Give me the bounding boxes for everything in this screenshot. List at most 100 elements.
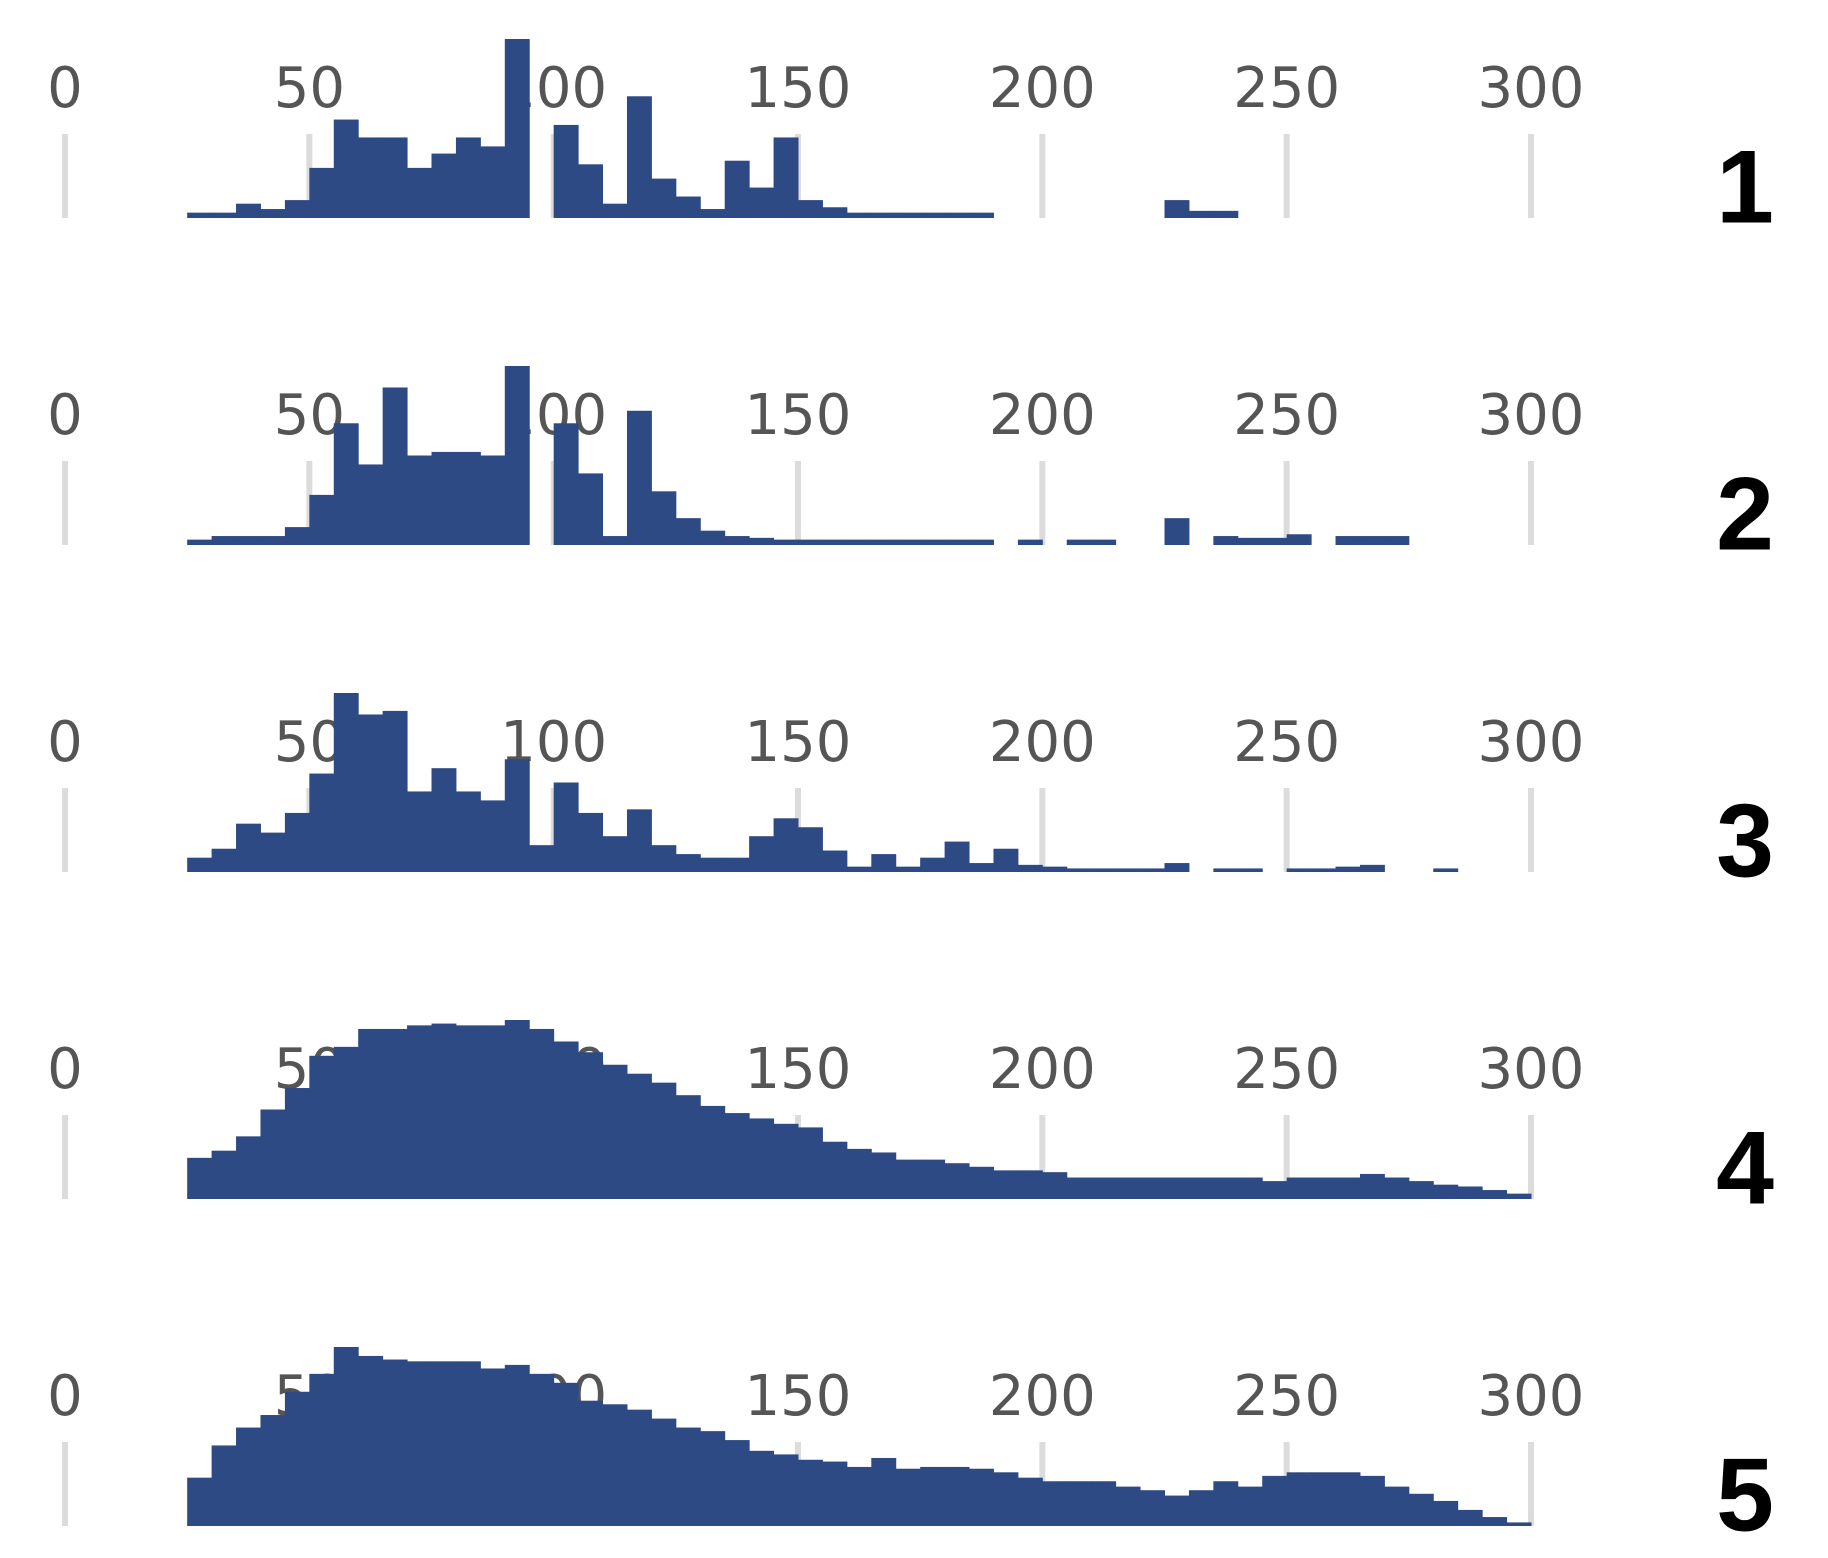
panel-label: 2 [1716,456,1774,572]
histogram-bar [993,1472,1019,1526]
histogram-bar [773,818,799,872]
histogram-bar [846,539,872,545]
histogram-bar [675,518,701,545]
histogram-bar [1091,868,1117,872]
histogram-bar [333,1347,359,1526]
histogram-bar [749,836,775,872]
histogram-bar [1482,1517,1508,1526]
histogram-bar [480,1025,506,1199]
histogram-bar [1164,200,1190,218]
histogram-bar [1433,1184,1459,1199]
histogram-bar [529,1373,555,1526]
histogram-bar [1115,1486,1141,1526]
histogram-bar [1262,537,1288,545]
histogram-bar [651,845,677,872]
x-tick-label: 0 [47,710,83,775]
histogram-bar [700,857,726,872]
histogram-bar [675,854,701,872]
histogram-bar [284,200,310,218]
histogram-bar [1042,866,1068,872]
histogram-bar [382,387,408,545]
histogram-bar [260,209,286,218]
histogram-bar [626,410,652,545]
x-tick-label: 200 [989,1037,1096,1102]
histogram-bar [920,539,946,545]
histogram-bar [553,1382,579,1526]
histogram-bar [1237,1177,1263,1199]
histogram-bar [846,1466,872,1526]
histogram-bar [846,866,872,872]
histogram-bar [1164,1177,1190,1199]
histogram-bar [529,1028,555,1199]
histogram-bar [1384,1486,1410,1526]
x-tick-label: 300 [1478,710,1585,775]
histogram-bar [798,200,823,218]
histogram-bar [504,1020,530,1199]
histogram-bar [1017,1477,1043,1526]
x-tick-label: 250 [1233,1364,1340,1429]
histogram-bar [773,137,799,218]
histogram-bar [920,212,946,218]
histogram-bar [1359,536,1385,545]
histogram-bar [920,1466,946,1526]
histogram-bar [1188,1177,1214,1199]
histogram-bar [1213,210,1239,218]
histogram-bar [1359,864,1385,872]
panel-label: 4 [1716,1110,1774,1226]
histogram-bar [871,1457,897,1526]
histogram-bar [1066,868,1092,872]
histogram-bar [822,850,848,872]
histogram-bar [798,1459,823,1526]
histogram-bar [798,827,823,872]
x-tick-label: 0 [47,1364,83,1429]
histogram-bar [969,1468,994,1526]
histogram-bar [871,854,897,872]
histogram-bar [1408,1181,1434,1199]
histogram-bar [944,539,970,545]
panel-label: 3 [1716,783,1774,899]
histogram-bar [1042,1481,1068,1526]
histogram-bar [1286,868,1312,872]
x-tick-label: 150 [745,1364,852,1429]
histogram-bar [358,1028,384,1199]
histogram-bar [773,1454,799,1526]
histogram-bar [773,1123,799,1199]
histogram-bar [407,1361,432,1526]
histogram-bar [1384,536,1410,545]
histogram-bar [993,1170,1019,1199]
histogram-bar [1506,1522,1532,1526]
x-tick-label: 50 [274,710,345,775]
x-tick-label: 150 [745,1037,852,1102]
histogram-bar [944,1466,970,1526]
histogram-bar [1457,1509,1483,1526]
histogram-bar [1335,1472,1361,1526]
histogram-bar [871,539,897,545]
histogram-bar [969,539,994,545]
histogram-bar [260,536,286,545]
x-tick-label: 150 [745,383,852,448]
histogram-bar [358,137,384,218]
histogram-bar [626,1073,652,1199]
histogram-bar [675,1095,701,1199]
histogram-bar [358,464,384,545]
x-tick-label: 250 [1233,383,1340,448]
histogram-bar [1091,539,1117,545]
x-tick-label: 200 [989,710,1096,775]
histogram-bar [382,1359,408,1526]
histogram-bar [309,1055,335,1199]
histogram-bar [480,800,506,872]
histogram-bar [626,1409,652,1526]
histogram-bar [871,212,897,218]
histogram-bar [700,1431,726,1526]
histogram-bar [504,39,530,218]
histogram-bar [236,1136,261,1199]
histogram-bar [700,530,726,545]
histogram-bar [1066,1481,1092,1526]
histogram-bar [895,1159,921,1199]
histogram-bar [602,1064,628,1199]
histogram-bar [431,1023,457,1199]
x-tick-label: 0 [47,383,83,448]
histogram-bar [553,1041,579,1199]
x-tick-label: 250 [1233,56,1340,121]
